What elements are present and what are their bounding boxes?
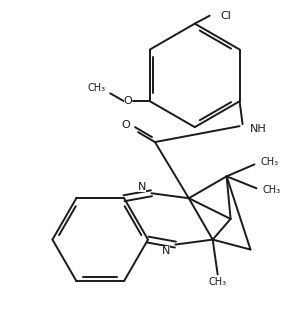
Text: CH₃: CH₃: [87, 83, 105, 93]
Text: N: N: [138, 182, 147, 192]
Text: Cl: Cl: [221, 11, 232, 21]
Text: CH₃: CH₃: [263, 185, 281, 195]
Text: NH: NH: [250, 124, 266, 134]
Text: N: N: [162, 246, 171, 256]
Text: CH₃: CH₃: [208, 277, 227, 287]
Text: O: O: [121, 120, 130, 130]
Text: CH₃: CH₃: [260, 157, 279, 168]
Text: O: O: [124, 96, 133, 106]
